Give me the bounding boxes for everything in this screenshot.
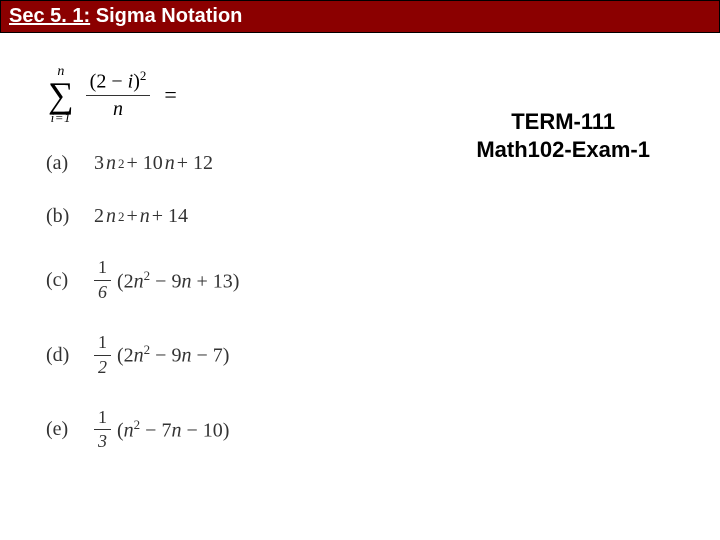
option-d: (d) 1 2 (2n2 − 9n − 7) <box>46 333 680 378</box>
coef-fraction: 1 3 <box>94 408 111 453</box>
fraction-numerator: (2 − i)2 <box>86 69 151 96</box>
option-label: (e) <box>46 418 78 441</box>
option-label: (d) <box>46 344 78 367</box>
coef-num: 1 <box>94 333 111 356</box>
coef-num: 1 <box>94 408 111 431</box>
coef-den: 2 <box>98 356 107 378</box>
coef-den: 6 <box>98 281 107 303</box>
option-expr: 3n2 + 10n + 12 <box>94 152 213 175</box>
term-line-1: TERM-111 <box>476 108 650 136</box>
option-rest: (n2 − 7n − 10) <box>117 417 229 443</box>
section-label: Sec 5. 1: <box>9 5 90 27</box>
option-b: (b) 2n2 + n + 14 <box>46 205 680 228</box>
slide-header: Sec 5. 1: Sigma Notation <box>0 0 720 33</box>
option-label: (c) <box>46 269 78 292</box>
coef-fraction: 1 2 <box>94 333 111 378</box>
option-e: (e) 1 3 (n2 − 7n − 10) <box>46 408 680 453</box>
option-expr: 2n2 + n + 14 <box>94 205 188 228</box>
summand-fraction: (2 − i)2 n <box>86 69 151 120</box>
coef-fraction: 1 6 <box>94 258 111 303</box>
answer-options: (a) 3n2 + 10n + 12 (b) 2n2 + n + 14 (c) … <box>46 152 680 452</box>
exam-term-label: TERM-111 Math102-Exam-1 <box>476 108 650 163</box>
option-expr: 1 6 (2n2 − 9n + 13) <box>94 258 239 303</box>
option-label: (a) <box>46 152 78 175</box>
fraction-denominator: n <box>113 96 123 120</box>
option-c: (c) 1 6 (2n2 − 9n + 13) <box>46 258 680 303</box>
sigma-lower: i=1 <box>51 111 71 124</box>
option-label: (b) <box>46 205 78 228</box>
sigma-symbol: n ∑ i=1 <box>48 65 74 124</box>
header-title: Sigma Notation <box>90 5 242 27</box>
coef-num: 1 <box>94 258 111 281</box>
term-line-2: Math102-Exam-1 <box>476 136 650 164</box>
option-expr: 1 2 (2n2 − 9n − 7) <box>94 333 229 378</box>
option-expr: 1 3 (n2 − 7n − 10) <box>94 408 229 453</box>
equals-sign: = <box>164 82 176 108</box>
option-rest: (2n2 − 9n + 13) <box>117 268 239 294</box>
coef-den: 3 <box>98 430 107 452</box>
sigma-glyph: ∑ <box>48 79 74 111</box>
slide-content: n ∑ i=1 (2 − i)2 n = (a) 3n2 + 10n + 12 … <box>0 33 720 502</box>
option-rest: (2n2 − 9n − 7) <box>117 342 229 368</box>
